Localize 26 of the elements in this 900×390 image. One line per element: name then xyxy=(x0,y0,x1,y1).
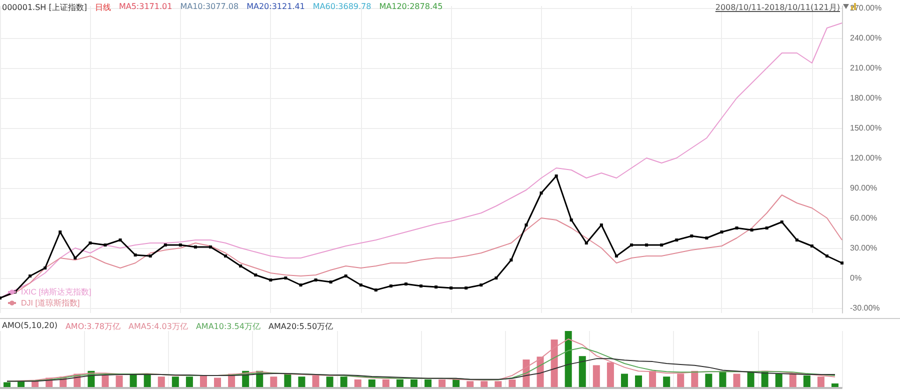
y-tick-label: 180.00% xyxy=(850,94,882,102)
legend-label: DJI [道琼斯指数] xyxy=(21,298,80,308)
text: AMO:3.78万亿 xyxy=(65,321,120,332)
annotation: MA20:3121.41 xyxy=(246,2,305,13)
y-tick-label: 90.00% xyxy=(850,184,878,192)
annotation: MA60:3689.78 xyxy=(312,2,372,13)
legend-label: IXIC [纳斯达克指数] xyxy=(21,288,92,296)
chart-title: AMO(5,10,20) xyxy=(2,321,58,332)
text: AMA20:5.50万亿 xyxy=(268,321,334,332)
text: AMA10:3.54万亿 xyxy=(196,321,260,332)
y-tick-label: 30.00% xyxy=(850,244,878,252)
y-tick-label: 120.00% xyxy=(850,154,882,162)
y-tick-label: 0% xyxy=(850,274,862,282)
y-tick-label: 210.00% xyxy=(850,64,882,72)
y-tick-label: 240.00% xyxy=(850,34,882,42)
y-tick-label: 270.00% xyxy=(850,4,882,12)
annotation: MA5:3171.01 xyxy=(118,2,172,13)
annotation: 日线 xyxy=(94,2,111,13)
y-tick-label: 60.00% xyxy=(850,214,878,222)
text: AMA5:4.03万亿 xyxy=(128,321,188,332)
annotation: MA10:3077.08 xyxy=(180,2,239,13)
annotation: MA120:2878.45 xyxy=(379,2,443,13)
y-tick-label: 150.00% xyxy=(850,124,882,132)
annotation: 2008/10/11-2018/10/11(121月) xyxy=(715,2,840,13)
y-tick-label: -30.00% xyxy=(850,304,880,312)
chart-title: 000001.SH [上证指数] xyxy=(2,2,87,13)
